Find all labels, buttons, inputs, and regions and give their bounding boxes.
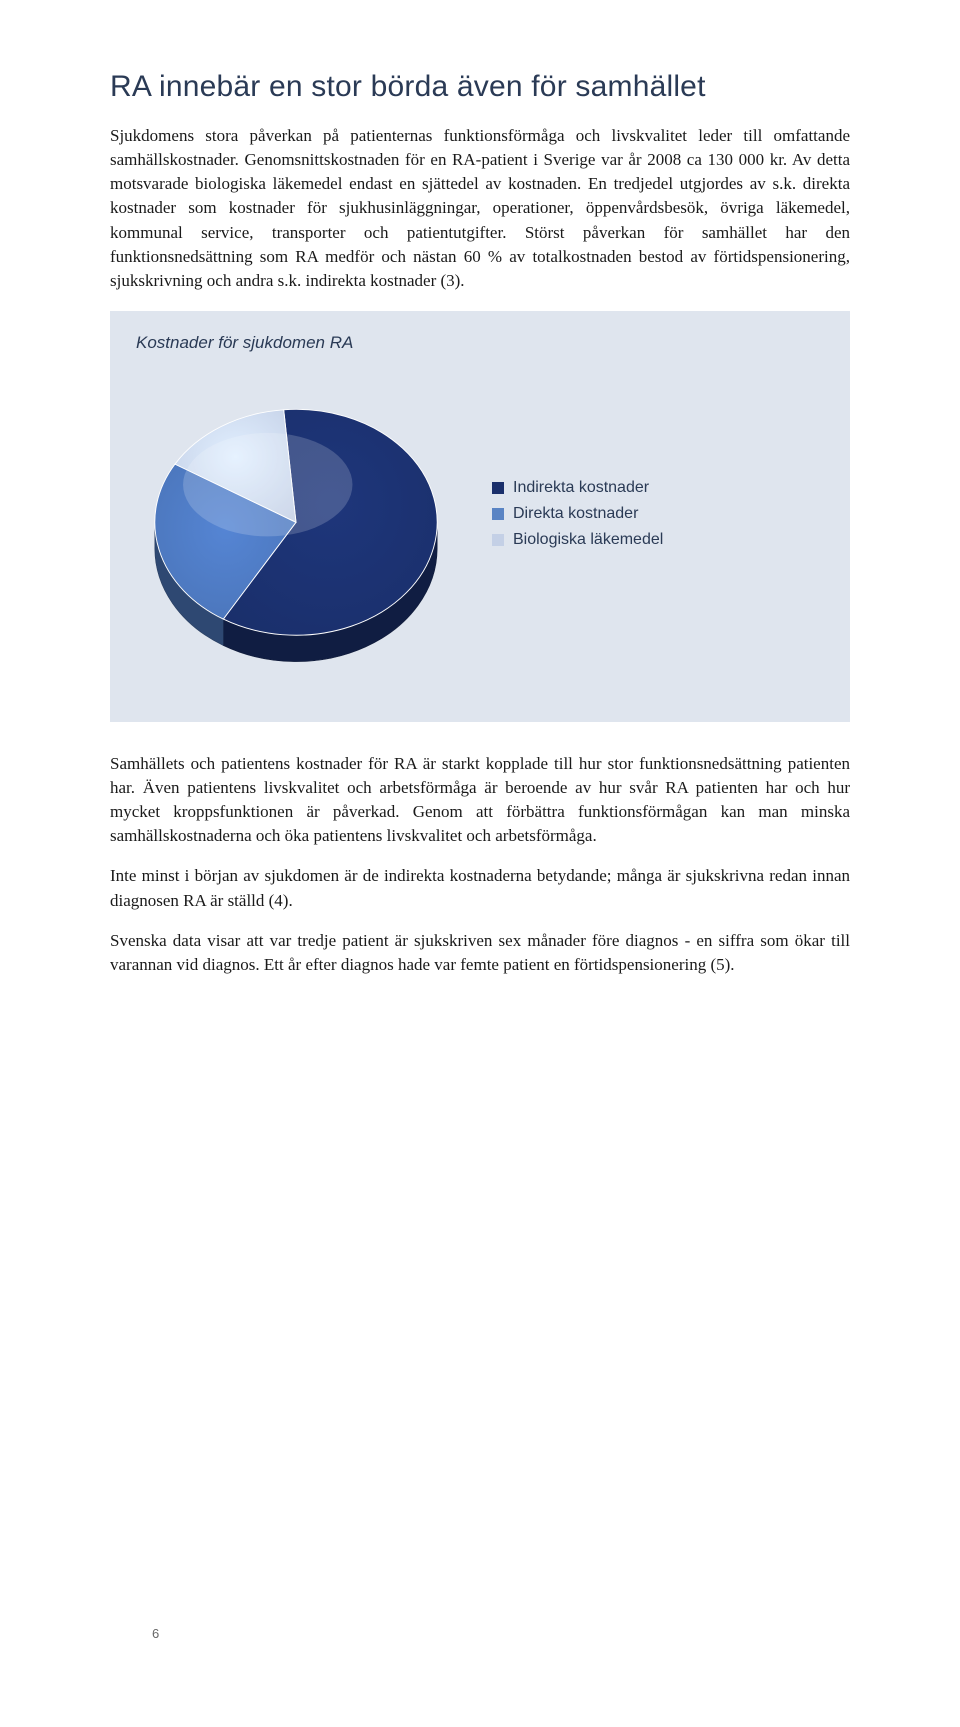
paragraph-2: Samhällets och patientens kostnader för …	[110, 752, 850, 849]
legend-label: Biologiska läkemedel	[513, 531, 663, 549]
pie-chart	[136, 367, 456, 692]
legend-label: Direkta kostnader	[513, 505, 638, 523]
page-heading: RA innebär en stor börda även för samhäl…	[110, 70, 850, 104]
chart-row: Indirekta kostnader Direkta kostnader Bi…	[136, 367, 824, 692]
page-number: 6	[152, 1626, 159, 1641]
swatch-indirekta	[492, 482, 504, 494]
paragraph-3: Inte minst i början av sjukdomen är de i…	[110, 864, 850, 912]
chart-legend: Indirekta kostnader Direkta kostnader Bi…	[492, 479, 824, 549]
chart-title: Kostnader för sjukdomen RA	[136, 333, 824, 353]
legend-item-direkta: Direkta kostnader	[492, 505, 824, 523]
swatch-biologiska	[492, 534, 504, 546]
paragraph-1: Sjukdomens stora påverkan på patienterna…	[110, 124, 850, 293]
legend-item-biologiska: Biologiska läkemedel	[492, 531, 824, 549]
paragraph-4: Svenska data visar att var tredje patien…	[110, 929, 850, 977]
cost-chart-panel: Kostnader för sjukdomen RA Indirekta kos…	[110, 311, 850, 722]
legend-label: Indirekta kostnader	[513, 479, 649, 497]
swatch-direkta	[492, 508, 504, 520]
legend-item-indirekta: Indirekta kostnader	[492, 479, 824, 497]
